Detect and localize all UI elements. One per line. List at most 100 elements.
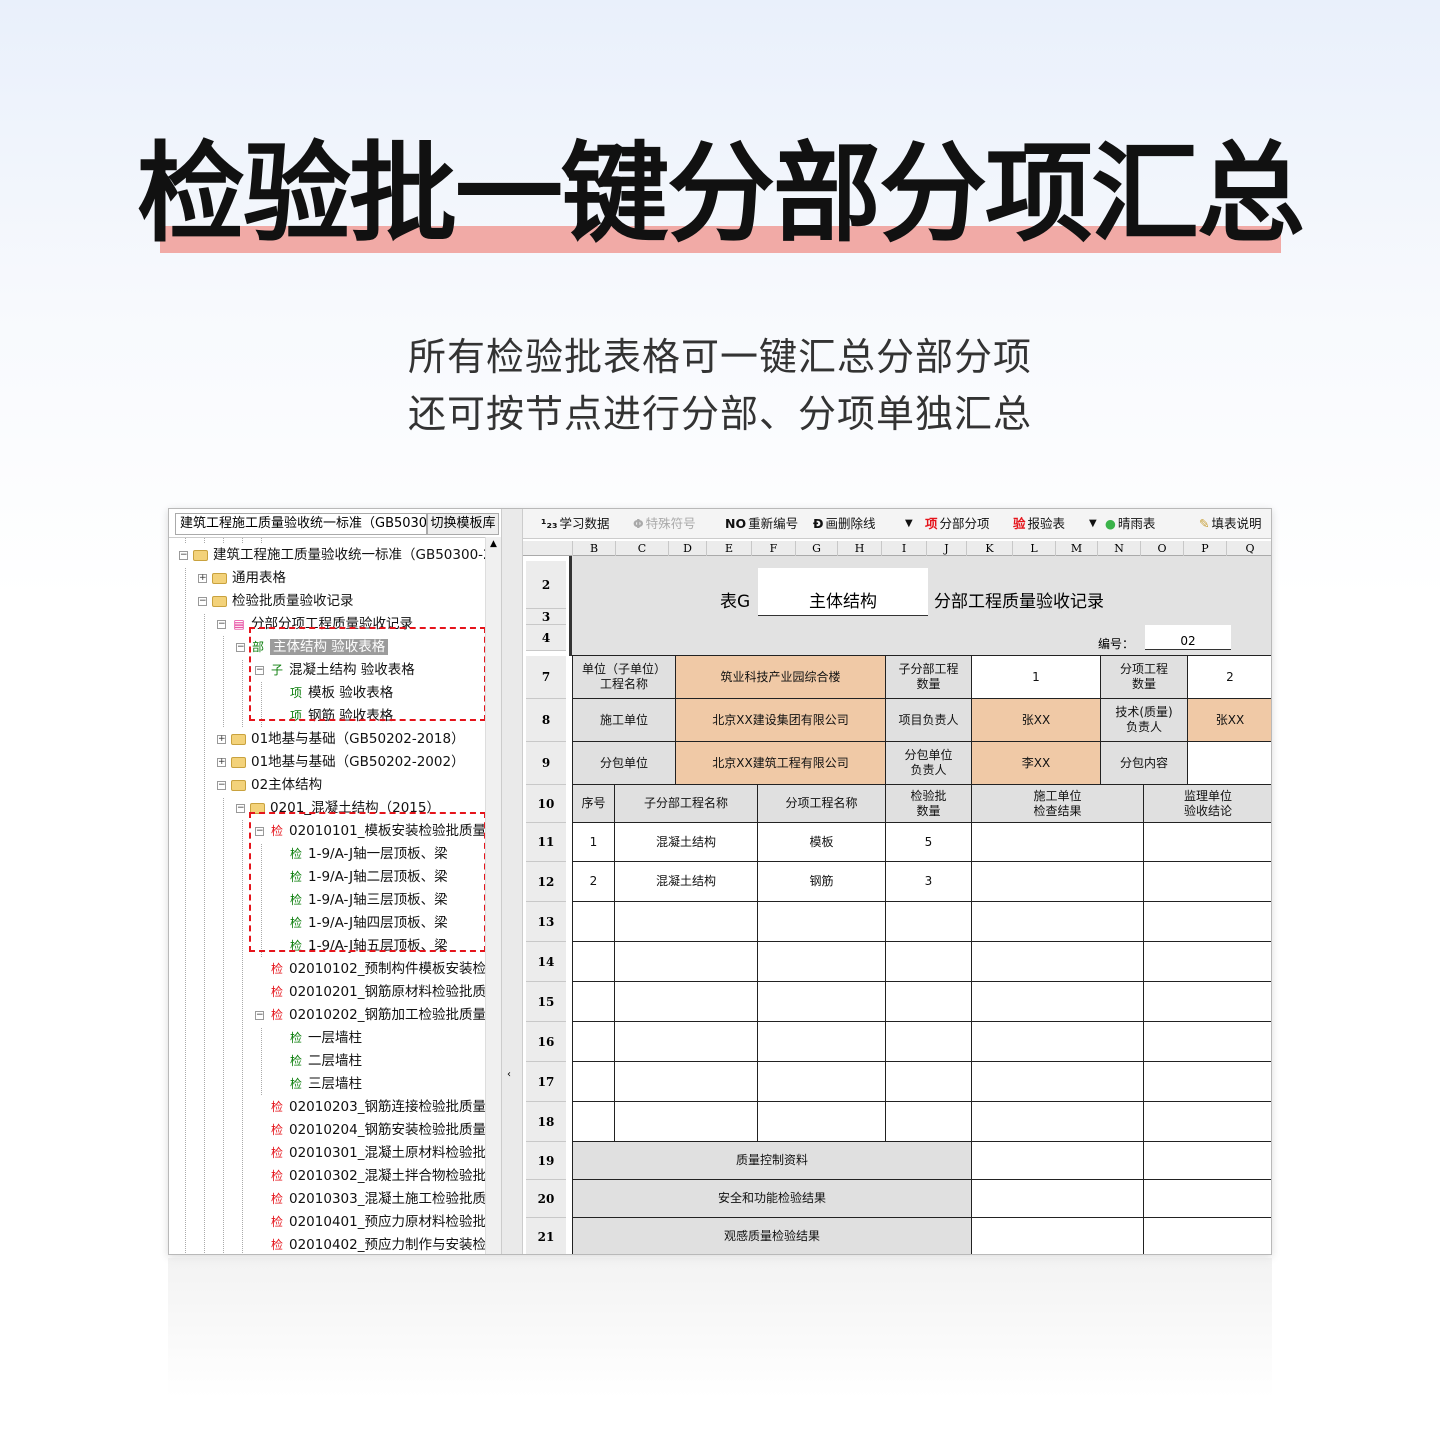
tree-item[interactable]: − 检验批质量验收记录	[198, 590, 354, 613]
table-cell[interactable]	[614, 1101, 758, 1142]
table-cell[interactable]	[971, 822, 1144, 862]
table-cell[interactable]	[572, 1101, 615, 1142]
tree-item[interactable]: − 02主体结构	[217, 774, 323, 797]
division-name-field[interactable]: 主体结构	[758, 568, 928, 616]
column-header[interactable]: E	[706, 541, 751, 556]
row-header[interactable]: 17	[526, 1062, 566, 1102]
toolbar-button-8[interactable]: ✎ 填表说明	[1199, 509, 1262, 539]
expand-icon[interactable]: +	[217, 756, 226, 767]
column-header[interactable]: M	[1055, 541, 1097, 556]
table-cell[interactable]	[971, 861, 1144, 902]
table-cell[interactable]: 单位（子单位） 工程名称	[572, 655, 676, 699]
table-cell[interactable]: 1	[572, 822, 615, 862]
table-cell[interactable]	[971, 941, 1144, 982]
tree-item[interactable]: 检 02010301_混凝土原材料检验批质量验收记录	[255, 1142, 485, 1165]
table-cell[interactable]: 序号	[572, 784, 615, 823]
column-header[interactable]: K	[966, 541, 1012, 556]
table-cell[interactable]	[1143, 861, 1271, 902]
table-cell[interactable]	[885, 1021, 972, 1062]
table-cell[interactable]	[1187, 741, 1271, 785]
tree-scrollbar[interactable]: ▲	[485, 537, 501, 1254]
dropdown-icon[interactable]: ▼	[1089, 518, 1097, 529]
table-cell[interactable]	[572, 981, 615, 1022]
collapse-icon[interactable]: −	[236, 802, 245, 813]
table-cell[interactable]	[572, 1021, 615, 1062]
table-cell[interactable]: 混凝土结构	[614, 861, 758, 902]
table-cell[interactable]: 北京XX建设集团有限公司	[675, 698, 886, 742]
table-cell[interactable]: 技术(质量) 负责人	[1100, 698, 1188, 742]
table-cell[interactable]	[757, 1101, 886, 1142]
table-cell[interactable]	[572, 1061, 615, 1102]
table-cell[interactable]: 钢筋	[757, 861, 886, 902]
collapse-icon[interactable]: −	[255, 664, 264, 675]
number-field[interactable]: 02	[1145, 625, 1231, 650]
column-header[interactable]: N	[1097, 541, 1140, 556]
dropdown-icon[interactable]: ▼	[905, 518, 913, 529]
table-cell[interactable]: 分包单位	[572, 741, 676, 785]
table-cell[interactable]	[885, 981, 972, 1022]
table-cell[interactable]: 分包内容	[1100, 741, 1188, 785]
row-header[interactable]: 16	[526, 1022, 566, 1062]
table-cell[interactable]: 分项工程名称	[757, 784, 886, 823]
row-header[interactable]: 12	[526, 862, 566, 902]
tree-item[interactable]: 项模板 验收表格	[274, 682, 394, 705]
tree-item[interactable]: 检 02010401_预应力原材料检验批质量验收记录	[255, 1211, 485, 1234]
table-cell[interactable]: 施工单位	[572, 698, 676, 742]
table-cell[interactable]	[757, 1061, 886, 1102]
row-header[interactable]: 4	[526, 625, 566, 651]
table-cell[interactable]: 3	[885, 861, 972, 902]
column-header[interactable]: F	[751, 541, 795, 556]
table-cell[interactable]	[971, 1061, 1144, 1102]
table-cell[interactable]	[614, 1021, 758, 1062]
column-header[interactable]: D	[668, 541, 706, 556]
table-cell[interactable]	[971, 1141, 1144, 1180]
table-cell[interactable]	[1143, 1021, 1271, 1062]
expand-icon[interactable]: +	[198, 572, 207, 583]
scroll-up-icon[interactable]: ▲	[490, 539, 497, 549]
table-cell[interactable]	[614, 1061, 758, 1102]
row-header[interactable]: 9	[526, 742, 566, 785]
table-cell[interactable]: 张XX	[1187, 698, 1271, 742]
table-cell[interactable]: 模板	[757, 822, 886, 862]
row-header[interactable]: 14	[526, 942, 566, 982]
tree-item[interactable]: 检 02010302_混凝土拌合物检验批质量验收记录	[255, 1165, 485, 1188]
column-header[interactable]: Q	[1226, 541, 1271, 556]
table-cell[interactable]	[757, 1021, 886, 1062]
tree-item[interactable]: 检 02010402_预应力制作与安装检验批质量验收记录	[255, 1234, 485, 1254]
table-cell[interactable]	[885, 901, 972, 942]
tree-item[interactable]: 检 02010203_钢筋连接检验批质量验收记录	[255, 1096, 485, 1119]
tree-item[interactable]: −检 02010202_钢筋加工检验批质量验收记录	[255, 1004, 485, 1027]
collapse-icon[interactable]: −	[217, 779, 226, 790]
toolbar-button-4[interactable]: Ð 画删除线	[813, 509, 876, 539]
column-header[interactable]: P	[1183, 541, 1226, 556]
table-cell[interactable]	[971, 1179, 1144, 1218]
row-header[interactable]: 21	[526, 1218, 566, 1254]
row-header[interactable]: 13	[526, 902, 566, 942]
table-cell[interactable]	[885, 1061, 972, 1102]
toolbar-button-2[interactable]: Φ 特殊符号	[633, 509, 696, 539]
footer-label-cell[interactable]: 质量控制资料	[572, 1141, 972, 1180]
table-cell[interactable]: 筑业科技产业园综合楼	[675, 655, 886, 699]
table-cell[interactable]	[971, 1021, 1144, 1062]
toolbar-button-7[interactable]: ● 晴雨表	[1105, 509, 1155, 539]
table-cell[interactable]	[1143, 901, 1271, 942]
tree-item[interactable]: 检 02010102_预制构件模板安装检验批质量验收记录	[255, 958, 485, 981]
column-header[interactable]: J	[926, 541, 966, 556]
table-cell[interactable]	[614, 901, 758, 942]
row-header[interactable]: 19	[526, 1142, 566, 1180]
column-header[interactable]: O	[1140, 541, 1183, 556]
row-header[interactable]: 7	[526, 656, 566, 699]
tree-item[interactable]: 检 02010303_混凝土施工检验批质量验收记录	[255, 1188, 485, 1211]
table-cell[interactable]	[1143, 1217, 1271, 1254]
table-cell[interactable]: 分包单位 负责人	[885, 741, 972, 785]
switch-template-button[interactable]: 切换模板库	[427, 513, 499, 535]
table-cell[interactable]: 子分部工程名称	[614, 784, 758, 823]
tree-item[interactable]: 检 1-9/A-J轴一层顶板、梁	[274, 843, 448, 866]
table-cell[interactable]: 5	[885, 822, 972, 862]
tree-item[interactable]: 检 1-9/A-J轴二层顶板、梁	[274, 866, 448, 889]
tree-item[interactable]: 检三层墙柱	[274, 1073, 362, 1096]
table-cell[interactable]: 2	[1187, 655, 1271, 699]
row-header[interactable]: 2	[526, 561, 566, 609]
table-cell[interactable]	[885, 941, 972, 982]
toolbar-button-6[interactable]: 验报验表	[1013, 509, 1065, 539]
